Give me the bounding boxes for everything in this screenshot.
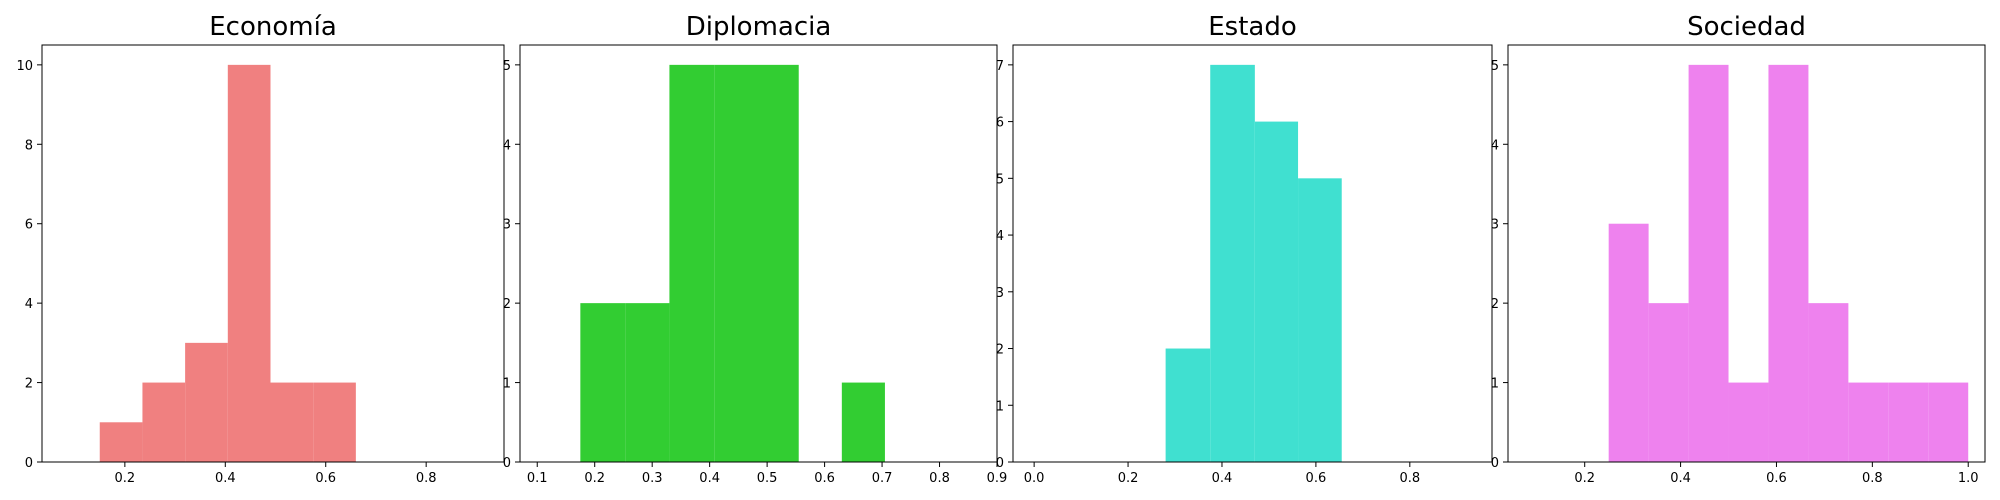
axes-frame — [1507, 44, 1986, 463]
x-tick-label: 0.5 — [757, 471, 778, 486]
axes-frame — [1012, 44, 1493, 463]
histogram-panel-4: Sociedad 0.2 0.4 0.6 0.8 1.0 0 1 2 3 4 5 — [1491, 12, 1986, 486]
y-tick-label: 1 — [503, 377, 511, 392]
y-tick-label: 0 — [1491, 456, 1499, 471]
axes-frame — [519, 44, 998, 463]
y-tick-label: 1 — [996, 399, 1004, 414]
histogram-bar — [841, 382, 885, 462]
y-tick-label: 1 — [1491, 377, 1499, 392]
histogram-panel-1: Economía 0.2 0.4 0.6 0.8 0 2 4 6 8 10 — [16, 12, 505, 486]
y-tick-label: 0 — [996, 456, 1004, 471]
y-tick-label: 5 — [503, 59, 511, 74]
x-tick-label: 0.6 — [315, 471, 336, 486]
histogram-bar — [1298, 178, 1342, 462]
chart-title: Diplomacia — [686, 12, 832, 42]
x-tick-label: 0.4 — [215, 471, 236, 486]
y-tick-label: 5 — [996, 172, 1004, 187]
y-tick-label: 7 — [996, 59, 1004, 74]
histogram-bar — [1888, 382, 1929, 462]
y-tick-label: 6 — [996, 116, 1004, 131]
y-tick-label: 2 — [25, 377, 33, 392]
x-tick-label: 0.1 — [527, 471, 548, 486]
chart-title: Sociedad — [1687, 12, 1806, 42]
histogram-bar — [1808, 303, 1849, 462]
y-tick-label: 0 — [503, 456, 511, 471]
y-tick-label: 2 — [996, 343, 1004, 358]
x-tick-label: 0.8 — [929, 471, 950, 486]
y-tick-label: 0 — [25, 456, 33, 471]
histogram-bar — [580, 303, 626, 462]
y-tick-label: 10 — [16, 59, 33, 74]
x-tick-label: 0.6 — [814, 471, 835, 486]
histogram-bar — [227, 64, 271, 462]
histogram-bar — [1768, 64, 1809, 462]
x-tick-label: 0.4 — [1212, 471, 1233, 486]
histogram-bar — [1688, 64, 1729, 462]
y-tick-label: 3 — [996, 286, 1004, 301]
histogram-bar — [99, 422, 143, 462]
x-tick-label: 0.2 — [1118, 471, 1139, 486]
axes-frame — [41, 44, 505, 463]
x-tick-label: 0.4 — [1670, 471, 1691, 486]
x-tick-label: 0.2 — [584, 471, 605, 486]
x-tick-label: 1.0 — [1958, 471, 1979, 486]
y-tick-label: 8 — [25, 138, 33, 153]
histogram-panel-3: Estado 0.0 0.2 0.4 0.6 0.8 0 1 2 3 4 5 6 7 — [996, 12, 1493, 486]
histogram-bar — [1648, 303, 1689, 462]
x-tick-label: 0.8 — [1399, 471, 1420, 486]
histogram-bar — [714, 64, 759, 462]
histogram-bar — [1165, 348, 1211, 462]
y-tick-label: 4 — [996, 229, 1004, 244]
histogram-bar — [270, 382, 314, 462]
x-tick-label: 0.9 — [987, 471, 1008, 486]
histogram-bar — [1254, 121, 1299, 463]
y-tick-label: 5 — [1491, 59, 1499, 74]
x-tick-label: 0.8 — [1862, 471, 1883, 486]
histogram-bar — [1608, 223, 1649, 462]
y-tick-label: 4 — [1491, 138, 1499, 153]
y-tick-label: 2 — [1491, 297, 1499, 312]
x-tick-label: 0.3 — [642, 471, 663, 486]
histogram-bar — [142, 382, 186, 462]
chart-title: Economía — [209, 12, 337, 42]
x-tick-label: 0.6 — [1306, 471, 1327, 486]
y-tick-label: 2 — [503, 297, 511, 312]
y-tick-label: 3 — [503, 218, 511, 233]
x-tick-label: 0.4 — [699, 471, 720, 486]
histogram-bar — [1210, 64, 1255, 462]
chart-title: Estado — [1208, 12, 1297, 42]
histogram-bar — [1928, 382, 1969, 462]
x-tick-label: 0.8 — [416, 471, 437, 486]
y-tick-label: 3 — [1491, 218, 1499, 233]
x-tick-label: 0.6 — [1766, 471, 1787, 486]
histogram-bar — [625, 303, 670, 462]
x-tick-label: 0.2 — [1574, 471, 1595, 486]
histogram-bar — [758, 64, 799, 462]
x-tick-label: 0.7 — [872, 471, 893, 486]
histogram-bar — [185, 342, 228, 462]
y-tick-label: 4 — [25, 297, 33, 312]
y-tick-label: 4 — [503, 138, 511, 153]
histogram-bar — [1848, 382, 1889, 462]
y-tick-label: 6 — [25, 218, 33, 233]
histogram-bar — [669, 64, 715, 462]
x-tick-label: 0.0 — [1024, 471, 1045, 486]
x-tick-label: 0.2 — [115, 471, 136, 486]
histogram-bar — [1728, 382, 1769, 462]
histogram-bar — [313, 382, 356, 462]
